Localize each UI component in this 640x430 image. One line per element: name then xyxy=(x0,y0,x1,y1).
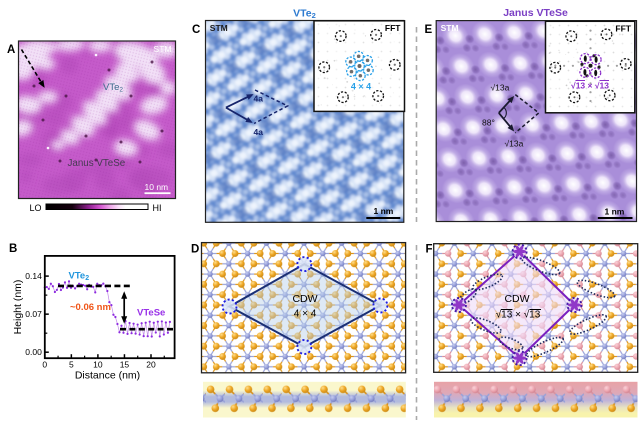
svg-text:A: A xyxy=(7,44,15,56)
svg-text:STM: STM xyxy=(441,23,459,33)
svg-text:20: 20 xyxy=(146,360,156,370)
svg-text:1 nm: 1 nm xyxy=(605,207,625,217)
svg-text:√13a: √13a xyxy=(505,139,524,149)
svg-text:√13 × √13: √13 × √13 xyxy=(571,81,609,91)
svg-text:0: 0 xyxy=(42,360,47,370)
svg-text:B: B xyxy=(9,243,17,255)
svg-text:VTe2: VTe2 xyxy=(293,8,316,21)
svg-text:√13a: √13a xyxy=(491,83,510,93)
svg-text:4a: 4a xyxy=(254,127,264,137)
svg-text:FFT: FFT xyxy=(385,23,401,33)
svg-text:D: D xyxy=(191,244,199,256)
svg-text:CDW: CDW xyxy=(292,293,317,305)
svg-text:15: 15 xyxy=(120,360,130,370)
svg-text:Janus VTeSe: Janus VTeSe xyxy=(503,7,568,19)
svg-text:C: C xyxy=(192,24,200,36)
svg-text:4 × 4: 4 × 4 xyxy=(351,82,371,92)
svg-text:~0.06 nm: ~0.06 nm xyxy=(70,302,111,313)
svg-text:√13 × √13: √13 × √13 xyxy=(496,309,541,321)
svg-text:Janus VTeSe: Janus VTeSe xyxy=(68,158,126,169)
svg-text:STM: STM xyxy=(210,23,228,33)
svg-text:VTeSe: VTeSe xyxy=(137,308,165,319)
svg-text:E: E xyxy=(425,24,433,36)
svg-text:0.07: 0.07 xyxy=(25,309,42,319)
svg-text:VTe2: VTe2 xyxy=(103,82,123,94)
svg-text:0.00: 0.00 xyxy=(25,347,42,357)
svg-text:88°: 88° xyxy=(482,118,495,128)
svg-text:10 nm: 10 nm xyxy=(145,182,169,192)
svg-text:4 × 4: 4 × 4 xyxy=(294,309,317,320)
svg-text:10: 10 xyxy=(93,360,103,370)
svg-text:4a: 4a xyxy=(254,94,264,104)
svg-text:F: F xyxy=(426,244,433,256)
svg-text:1 nm: 1 nm xyxy=(374,206,394,216)
svg-text:HI: HI xyxy=(153,203,162,213)
svg-text:5: 5 xyxy=(69,360,74,370)
svg-text:0.14: 0.14 xyxy=(25,271,42,281)
svg-text:Distance (nm): Distance (nm) xyxy=(75,370,140,382)
svg-text:LO: LO xyxy=(30,203,42,213)
svg-text:VTe2: VTe2 xyxy=(69,271,90,283)
svg-text:CDW: CDW xyxy=(504,293,529,305)
svg-text:Height (nm): Height (nm) xyxy=(12,280,24,335)
svg-text:FFT: FFT xyxy=(615,24,631,34)
svg-text:STM: STM xyxy=(154,44,172,54)
